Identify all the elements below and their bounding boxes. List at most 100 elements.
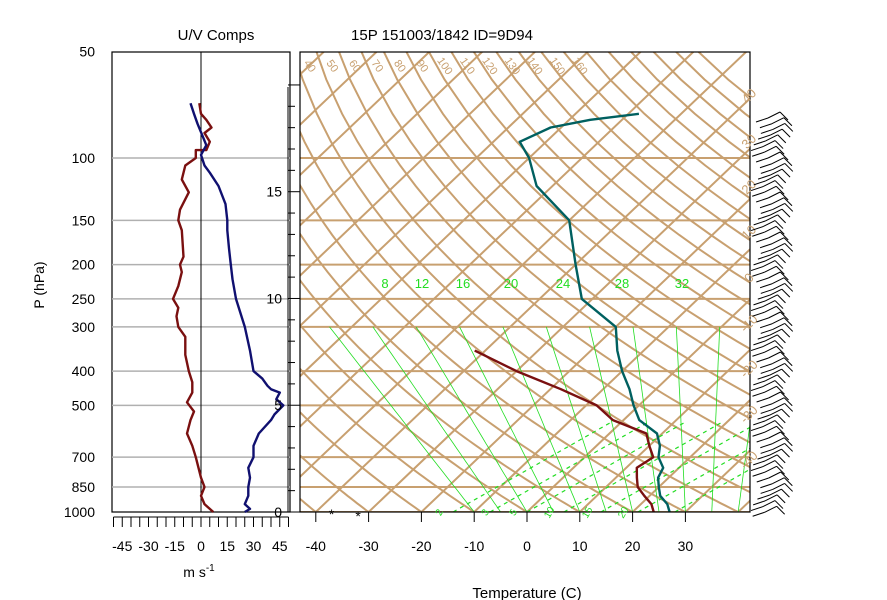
wind-barb [756,112,788,122]
dry-adiabat [65,35,272,519]
wind-barb [753,466,785,476]
wind-x-axis-unit: m s [183,564,206,580]
isotherm [783,17,887,519]
lower-mixing-ratio-label: 20 [616,505,631,521]
pressure-tick-label: 100 [72,150,96,166]
pressure-tick-label: 300 [72,319,96,335]
lower-mixing-ratio-label: 10 [542,505,557,521]
mixing-ratio-label: 24 [556,276,570,291]
temperature-tick-label: -30 [358,538,378,554]
pressure-tick-label: 50 [79,43,95,59]
wind-barb [751,301,783,311]
lower-mixing-ratio-label: 15 [580,505,595,521]
isotherm-label: 10 [738,222,759,243]
pressure-tick-label: 250 [72,291,96,307]
pressure-tick-label: 1000 [64,504,95,520]
wind-barb [751,221,783,231]
dry-adiabat [550,35,887,519]
temperature-tick-label: -10 [464,538,484,554]
isotherm-label: 40 [738,85,759,106]
wind-x-tick-label: 0 [197,538,205,554]
mixing-ratio-label: 12 [415,276,429,291]
wind-barb [752,266,784,276]
height-tick-label: 15 [266,184,282,200]
pressure-tick-label: 200 [72,257,96,273]
wind-x-axis-exponent: -1 [206,563,215,574]
wind-barb [752,306,784,316]
wind-barb [751,501,783,511]
wind-barb [758,129,790,139]
dry-adiabat-label: 60 [346,58,363,75]
lower-mixing-ratio-label: 3 [480,507,493,518]
temperature-tick-label: 20 [625,538,641,554]
wind-x-tick-label: -15 [165,538,185,554]
wind-barb [751,261,783,271]
skewt-panel-title: 15P 151003/1842 ID=9D94 [351,27,533,44]
wind-x-tick-label: -45 [112,538,132,554]
v-component-line [191,103,284,512]
dry-adiabat-label: 130 [502,55,522,77]
lower-mixing-ratio-label: 5 [508,507,521,518]
wind-barb [758,369,790,379]
height-tick-label: 0 [274,504,282,520]
wind-barb [751,341,783,351]
y-axis-title: P (hPa) [31,261,47,308]
dry-adiabat-label: 50 [324,58,341,75]
temperature-tick-label: 30 [678,538,694,554]
dry-adiabat [376,35,887,519]
wind-barb [753,426,785,436]
mixing-ratio-label: 20 [504,276,518,291]
wind-barb [757,489,789,499]
moist-adiabat [503,327,580,512]
isotherm-label: 0 [741,270,757,286]
wind-barb [752,146,784,156]
temperature-tick-label: -40 [306,538,326,554]
pressure-tick-label: 700 [72,449,96,465]
pressure-tick-label: 400 [72,363,96,379]
height-tick-label: 10 [266,290,282,306]
pressure-tick-label: 150 [72,212,96,228]
dry-adiabat [180,35,539,519]
wind-barb [758,289,790,299]
mixing-ratio-label: 16 [456,276,470,291]
isotherm-label: -20 [737,357,761,381]
wind-barb [751,421,783,431]
wind-x-tick-label: 45 [272,538,288,554]
wind-x-tick-label: 30 [246,538,262,554]
wind-barb [758,329,790,339]
isotherm-label: 20 [738,176,759,197]
wind-barb [752,386,784,396]
isotherm [0,17,466,519]
wind-barb [758,409,790,419]
dry-adiabat-label: 120 [479,55,499,77]
temperature-tick-label: -20 [411,538,431,554]
lower-mixing-ratio-label: 2 [434,507,447,518]
temperature-tick-label: 10 [572,538,588,554]
dry-adiabat [202,35,593,519]
dry-adiabat [398,35,887,519]
temperature-tick-label: 0 [523,538,531,554]
wind-barb [752,346,784,356]
wind-x-tick-label: -30 [138,538,158,554]
wind-barb [753,506,785,516]
wind-x-axis-title: m s-1 [183,563,215,580]
height-tick-label: 5 [274,397,282,413]
u-component-line [173,103,213,512]
mixing-ratio-label: 8 [381,276,388,291]
asterisk-marker: * [355,508,361,524]
temperature-axis-title: Temperature (C) [472,585,581,600]
dry-adiabat [659,35,887,519]
dry-adiabat-label: 160 [569,55,589,77]
wind-x-tick-label: 15 [219,538,235,554]
pressure-tick-label: 500 [72,397,96,413]
asterisk-marker: * [329,506,335,522]
dry-adiabat-label: 100 [434,55,454,77]
isotherm [625,17,887,519]
wind-panel-title: U/V Comps [178,27,255,44]
isotherm [0,17,413,519]
wind-barb [758,169,790,179]
wind-barb [758,449,790,459]
